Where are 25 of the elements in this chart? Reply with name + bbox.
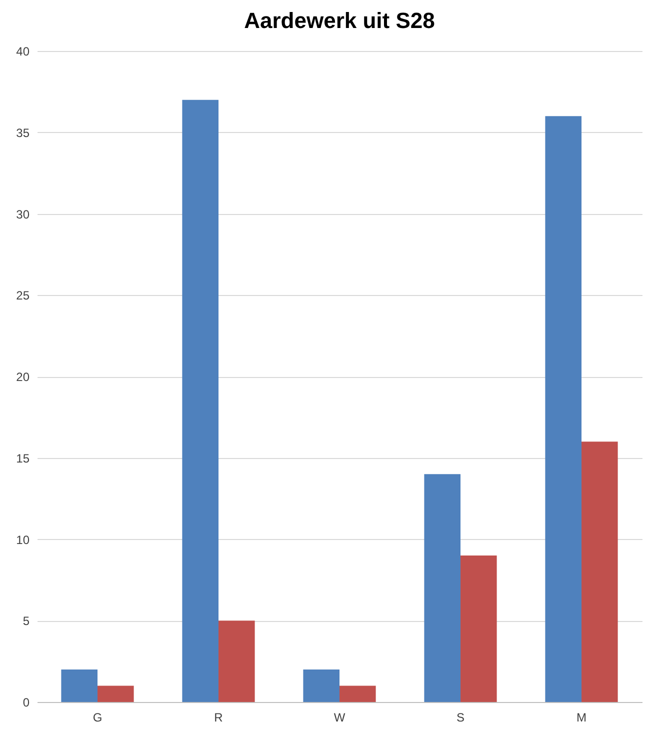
bar	[303, 669, 340, 702]
y-tick-label: 40	[16, 44, 30, 58]
x-tick-label: W	[334, 710, 346, 724]
y-tick-label: 0	[22, 696, 30, 710]
x-tick-label: S	[456, 710, 465, 724]
y-tick-label: 10	[16, 532, 30, 547]
y-tick-label: 30	[16, 207, 30, 222]
bar	[460, 556, 497, 702]
chart-title: Aardewerk uit S28	[244, 8, 435, 33]
x-tick-label: M	[576, 710, 586, 724]
y-tick-label: 15	[16, 451, 30, 466]
bar	[218, 620, 255, 702]
bar	[582, 442, 618, 702]
bar	[545, 116, 582, 702]
y-tick-label: 25	[16, 288, 30, 303]
x-tick-label: R	[214, 710, 224, 724]
y-tick-label: 35	[16, 126, 30, 140]
bar	[340, 686, 376, 702]
bar	[98, 686, 134, 702]
bar	[424, 474, 460, 702]
bar	[182, 100, 218, 702]
bar	[61, 669, 98, 702]
y-tick-label: 20	[16, 370, 30, 384]
x-tick-label: G	[92, 710, 102, 724]
y-tick-label: 5	[22, 614, 30, 628]
